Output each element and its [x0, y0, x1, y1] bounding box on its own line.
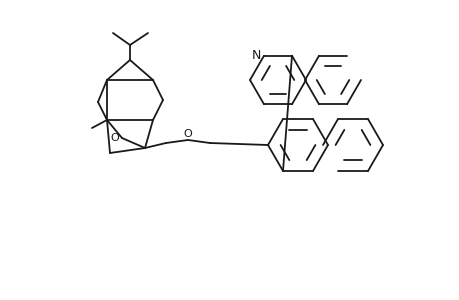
Text: O: O — [110, 133, 119, 143]
Text: N: N — [251, 49, 260, 62]
Text: O: O — [183, 129, 192, 139]
